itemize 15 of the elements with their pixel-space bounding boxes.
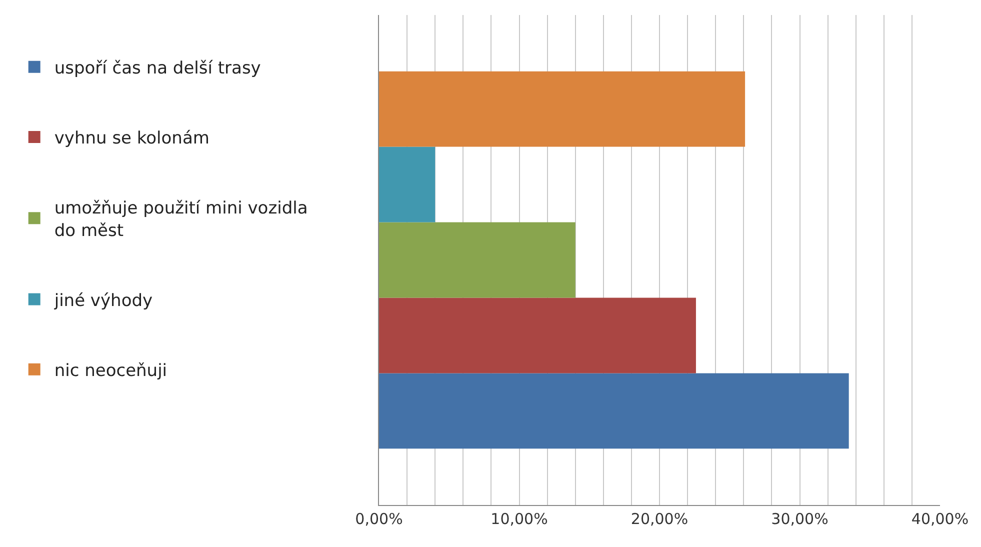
legend-label: vyhnu se kolonám <box>54 128 210 149</box>
bar <box>379 71 746 147</box>
x-tick-label: 30,00% <box>771 510 828 528</box>
bar <box>379 222 576 298</box>
legend-label: umožňuje použití mini vozidla do měst <box>54 198 308 241</box>
x-tick-label: 40,00% <box>911 510 969 528</box>
bar <box>379 298 696 374</box>
legend-label: nic neoceňuji <box>54 360 168 381</box>
bar <box>379 373 849 449</box>
legend-label: jiné výhody <box>53 290 153 311</box>
x-tick-label: 0,00% <box>355 510 403 528</box>
x-tick-label: 20,00% <box>630 510 688 528</box>
legend-label: uspoří čas na delší trasy <box>54 58 261 78</box>
x-tick-label: 10,00% <box>490 510 548 528</box>
bar <box>379 146 436 222</box>
